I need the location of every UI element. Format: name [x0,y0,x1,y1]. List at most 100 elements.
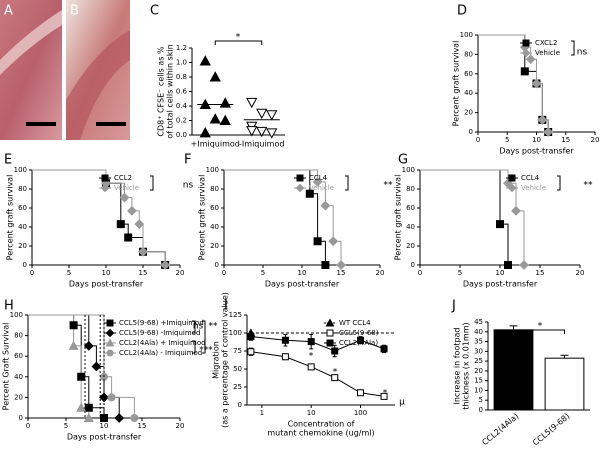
x-tick-label: 10 [100,422,109,430]
tissue-layer [66,30,130,140]
scale-bar [96,122,126,126]
x-tick-label: -Imiquimod [239,140,284,149]
y-tick-label: 0.2 [176,117,187,125]
legend-label: CCL2(4Ala) - Imiquimod [119,349,202,357]
y-tick-label: 20 [14,393,23,401]
marker [307,338,315,346]
x-tick-label: CCL5(9-68) [531,412,571,448]
x-axis-label: Concentration of [288,420,355,429]
panel-label: H [4,299,14,314]
y-tick-label: 100 [14,166,27,174]
marker [119,192,130,203]
y-tick-label: 1.0 [176,59,187,67]
x-tick-label: 100 [354,409,367,417]
x-axis-label: Days post-transfer [67,433,142,442]
marker [256,126,268,138]
marker [525,54,536,65]
x-tick-label: 10 [102,269,111,277]
x-tick-label: 5 [261,269,265,277]
legend-label: CCL2 [114,174,132,182]
marker [320,200,331,211]
y-tick-label: 125 [229,311,242,319]
significance-bracket [150,175,154,191]
panel-label: J [451,299,456,314]
legend-marker [325,318,335,327]
marker [69,321,78,330]
y-tick-label: 60 [18,204,27,212]
marker [357,336,365,344]
legend-label: Vehicle [114,184,139,192]
marker [199,55,211,66]
legend-marker [105,338,115,347]
marker [305,189,314,198]
legend-marker [521,48,531,58]
annotation: ns [183,181,194,191]
x-axis-label: Days post-transfer [463,280,538,289]
marker [246,97,258,109]
x-tick-label: 1 [260,409,264,417]
legend-marker [326,329,334,337]
marker [256,108,268,120]
legend-label: CCL4 [521,174,540,182]
legend-marker [296,174,304,182]
y-axis-label: Percent graft survival [394,175,403,261]
panel-label: A [4,4,13,19]
marker [531,78,542,89]
annotation: * [236,33,241,43]
y-tick-label: 40 [406,223,415,231]
x-tick-label: 15 [536,269,545,277]
panel-label: E [4,153,12,168]
error-bar [560,354,569,359]
x-axis-label: mutant chemokine (ug/ml) [267,429,374,438]
marker [247,333,255,341]
y-tick-label: 0.4 [176,102,188,110]
marker [76,402,87,412]
y-tick-label: 20 [406,242,415,250]
x-tick-label: 20 [591,136,600,144]
survival-curve [420,169,509,265]
y-tick-label: 60 [210,204,219,212]
marker [307,363,315,371]
y-tick-label: 20 [18,242,27,250]
x-tick-label: 10 [532,136,541,144]
y-axis-label: Percent Graft Survival [2,323,11,411]
y-tick-label: 0 [19,414,23,422]
y-tick-label: 20 [474,367,483,375]
marker [328,236,339,247]
marker [496,220,504,229]
significance-bracket [571,40,575,56]
marker [331,374,339,382]
y-tick-label: 40 [464,89,473,97]
legend-label: Vehicle [535,49,560,57]
marker [266,128,278,139]
y-axis-label: Percent graft survival [452,41,461,127]
marker [520,67,529,76]
marker [107,393,116,402]
annotation: ** [384,181,394,191]
annotation: ns [577,48,588,58]
x-tick-label: 0 [26,422,30,430]
x-tick-label: 5 [458,269,462,277]
panel-label: D [457,4,467,19]
significance-bracket [513,329,565,334]
x-tick-label: 20 [176,422,185,430]
y-tick-label: 80 [464,50,473,58]
legend-label: CCL2(4Ala) [339,339,378,347]
y-tick-label: 25 [474,357,483,365]
legend-label: CCL5(9-68) -Imiquimod [119,329,200,337]
y-tick-label: 30 [474,347,483,355]
y-axis-label: Migration [212,341,221,379]
survival-curve [420,169,525,265]
marker [130,414,139,422]
marker [357,389,365,397]
y-tick-label: 45 [474,318,483,326]
marker [209,113,221,124]
x-tick-label: 5 [64,422,68,430]
marker [138,246,148,257]
panel-label: B [70,4,79,19]
marker [100,414,108,422]
y-tick-label: 100 [10,311,23,319]
marker [77,372,86,381]
marker [511,205,521,216]
